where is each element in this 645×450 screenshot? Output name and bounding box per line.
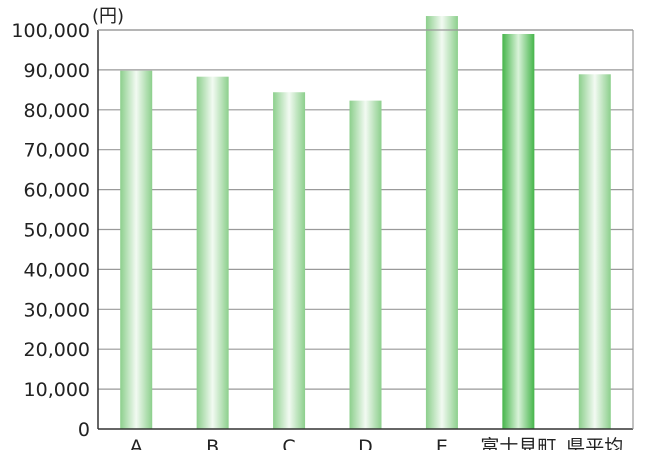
bar-7	[578, 74, 611, 429]
y-tick-label: 60,000	[24, 180, 90, 202]
bars	[120, 16, 611, 430]
axes	[97, 29, 634, 430]
y-tick-label: 80,000	[24, 100, 90, 122]
y-tick-label: 20,000	[24, 339, 90, 361]
bar-4	[349, 100, 382, 430]
y-tick-label: 50,000	[24, 220, 90, 242]
y-tick-label: 40,000	[24, 259, 90, 281]
category-label: 県平均	[566, 436, 623, 450]
bar-1	[120, 70, 153, 429]
category-label: D	[358, 436, 373, 450]
y-tick-label: 30,000	[24, 299, 90, 321]
y-tick-label: 10,000	[24, 379, 90, 401]
category-label: B	[206, 436, 219, 450]
y-tick-label: 90,000	[24, 60, 90, 82]
y-tick-labels: 0 10,000 20,000 30,000 40,000 50,000 60,000 70,…	[11, 20, 90, 441]
bar-3	[273, 92, 306, 429]
y-tick-label: 70,000	[24, 140, 90, 162]
category-label: E	[436, 436, 448, 450]
bar-2	[196, 76, 229, 430]
category-labels: A B C D E 富士見町 県平均	[130, 436, 624, 450]
y-tick-label: 0	[78, 419, 90, 441]
bar-6	[502, 33, 535, 430]
category-label: C	[282, 436, 295, 450]
bar-5	[425, 16, 458, 429]
category-label: A	[130, 436, 143, 450]
category-label: 富士見町	[480, 436, 556, 450]
y-unit-label: (円)	[92, 6, 124, 27]
y-tick-label: 100,000	[11, 20, 90, 42]
